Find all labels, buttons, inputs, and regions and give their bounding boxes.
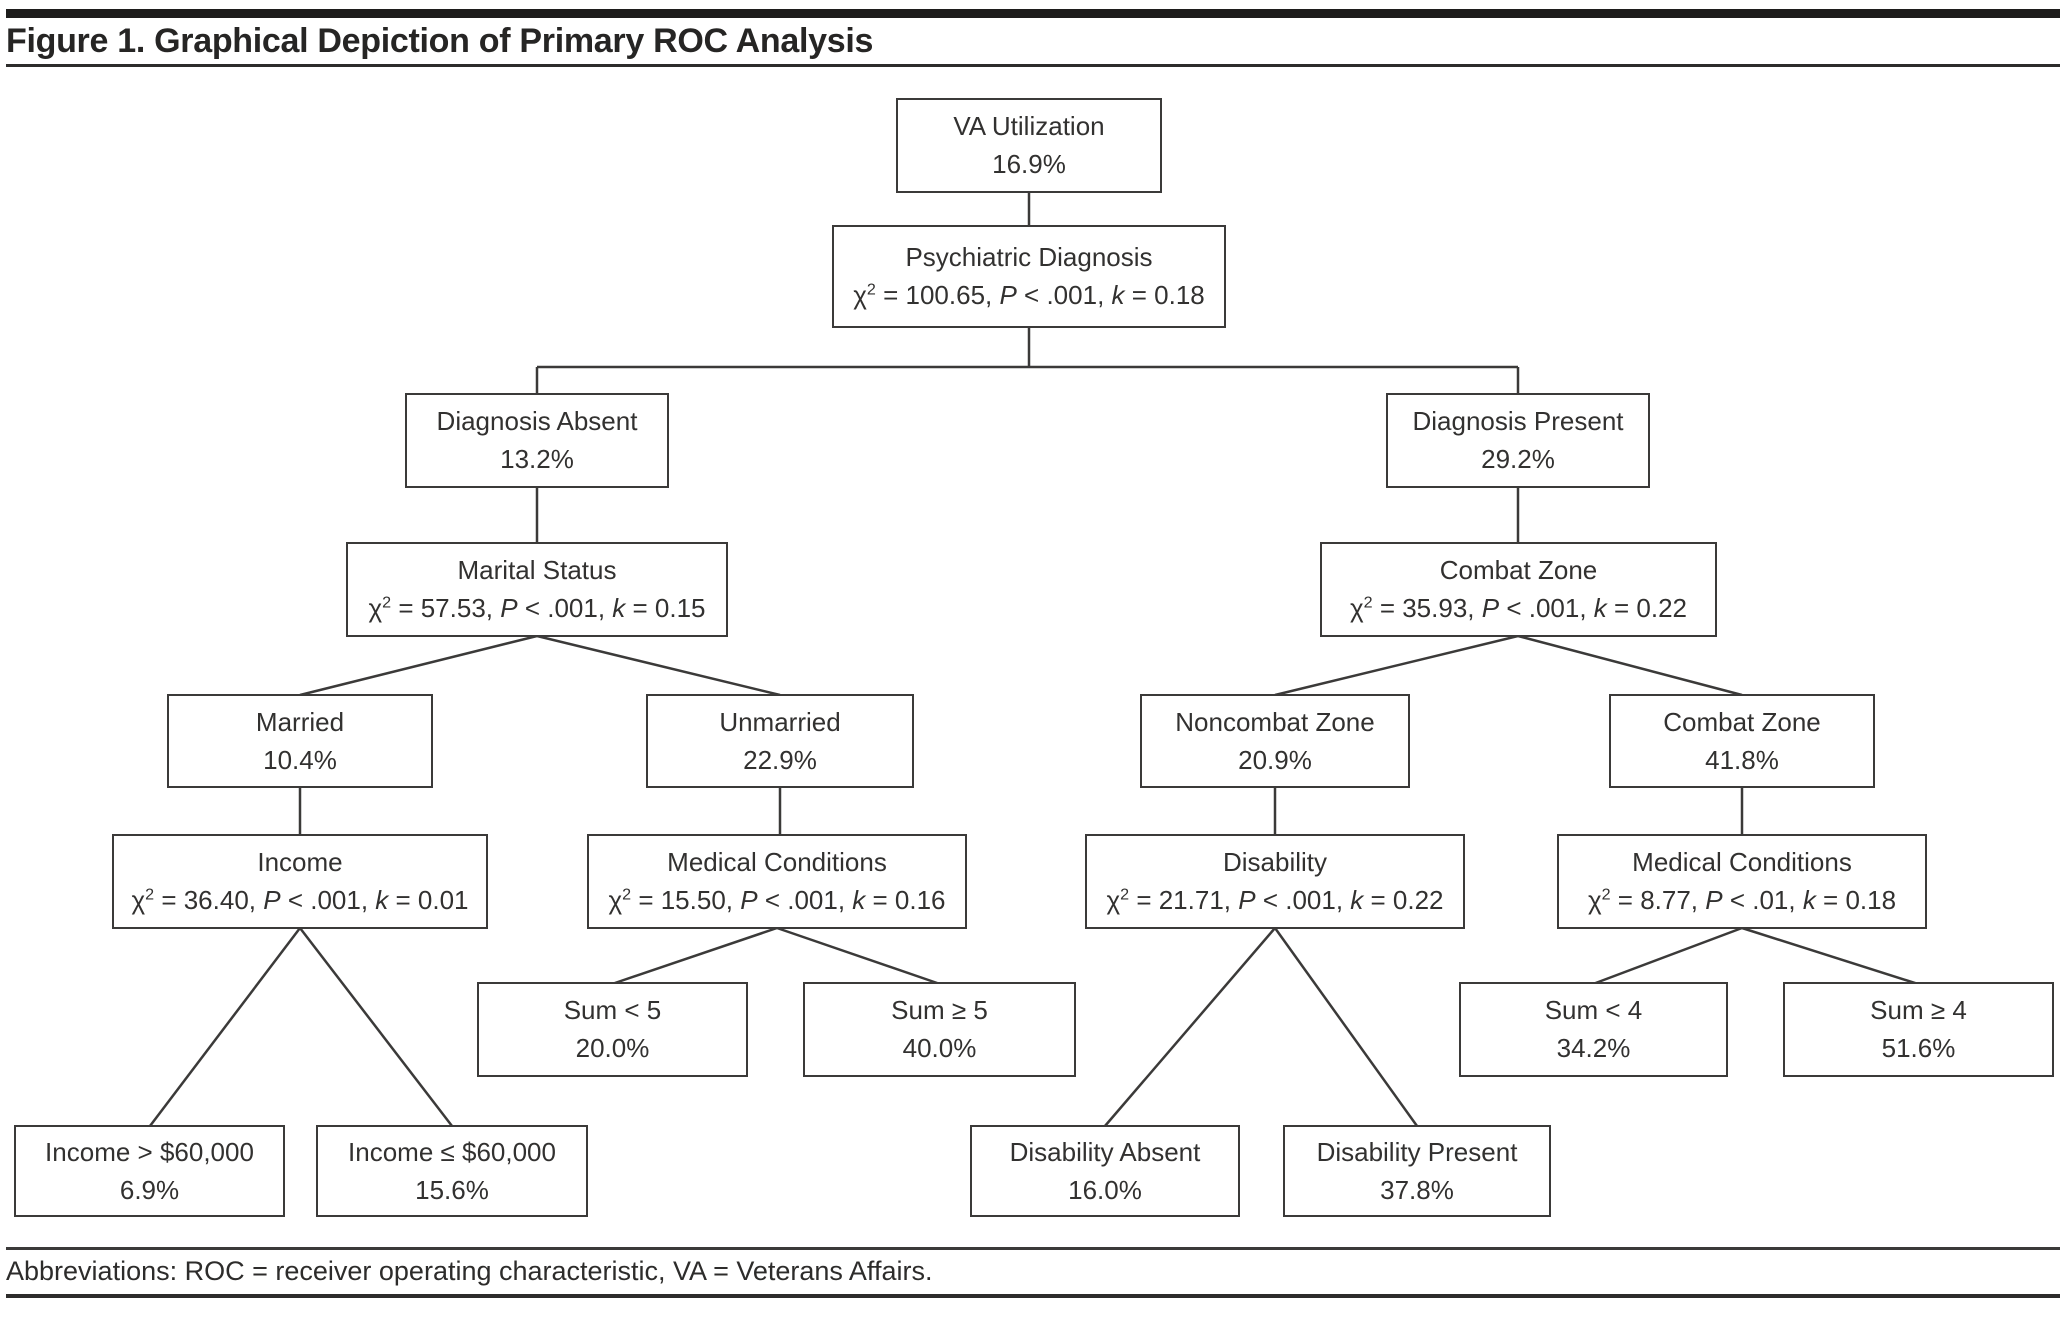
connector-line (1517, 634, 1743, 697)
node-statistics: χ2 = 21.71, P < .001, k = 0.22 (1106, 885, 1444, 915)
node-label: Married (255, 706, 345, 737)
header-top-bar (6, 9, 2060, 18)
title-divider (6, 64, 2060, 67)
node-statistics: χ2 = 15.50, P < .001, k = 0.16 (608, 885, 946, 915)
node-marital-status: Marital Status χ2 = 57.53, P < .001, k =… (346, 542, 728, 637)
node-label: Marital Status (457, 555, 617, 586)
node-sum-lt-4: Sum < 4 34.2% (1459, 982, 1728, 1077)
node-label: Psychiatric Diagnosis (905, 242, 1153, 273)
node-value: 16.0% (1068, 1174, 1142, 1205)
node-sum-ge-4: Sum ≥ 4 51.6% (1783, 982, 2054, 1077)
node-value: 37.8% (1380, 1174, 1454, 1205)
node-statistics: χ2 = 100.65, P < .001, k = 0.18 (853, 280, 1205, 310)
node-combat-zone-split: Combat Zone χ2 = 35.93, P < .001, k = 0.… (1320, 542, 1717, 637)
node-label: Sum < 4 (1544, 995, 1643, 1026)
node-income-gt-60000: Income > $60,000 6.9% (14, 1125, 285, 1217)
node-label: Diagnosis Absent (436, 406, 638, 437)
node-value: 34.2% (1556, 1033, 1631, 1063)
node-label: Disability Present (1316, 1136, 1518, 1167)
node-label: Sum ≥ 5 (891, 995, 988, 1026)
connector-line (1592, 926, 1743, 986)
node-unmarried: Unmarried 22.9% (646, 694, 914, 788)
node-income-le-60000: Income ≤ $60,000 15.6% (316, 1125, 588, 1217)
node-label: Income > $60,000 (45, 1136, 254, 1167)
node-statistics: χ2 = 35.93, P < .001, k = 0.22 (1349, 593, 1688, 623)
node-value: 10.4% (263, 744, 337, 775)
node-label: Medical Conditions (667, 847, 887, 878)
node-diagnosis-absent: Diagnosis Absent 13.2% (405, 393, 669, 488)
node-combat-zone: Combat Zone 41.8% (1609, 694, 1875, 788)
node-medical-conditions-right: Medical Conditions χ2 = 8.77, P < .01, k… (1557, 834, 1927, 929)
node-disability-absent: Disability Absent 16.0% (970, 1125, 1240, 1217)
node-value: 22.9% (743, 744, 817, 775)
node-label: Income (257, 847, 343, 878)
node-value: 20.0% (575, 1033, 650, 1063)
node-label: Diagnosis Present (1412, 406, 1624, 437)
node-label: Unmarried (719, 706, 841, 737)
node-value: 41.8% (1705, 744, 1779, 775)
node-medical-conditions-left: Medical Conditions χ2 = 15.50, P < .001,… (587, 834, 967, 929)
node-value: 29.2% (1481, 444, 1555, 474)
node-label: Combat Zone (1439, 555, 1598, 586)
node-value: 51.6% (1881, 1033, 1956, 1063)
connector-line (536, 634, 781, 697)
node-label: VA Utilization (953, 111, 1105, 142)
abbreviations-note: Abbreviations: ROC = receiver operating … (6, 1256, 933, 1286)
node-label: Sum < 5 (563, 995, 662, 1026)
node-married: Married 10.4% (167, 694, 433, 788)
node-value: 13.2% (500, 444, 574, 474)
node-va-utilization: VA Utilization 16.9% (896, 98, 1162, 193)
node-income-split: Income χ2 = 36.40, P < .001, k = 0.01 (112, 834, 488, 929)
node-statistics: χ2 = 36.40, P < .001, k = 0.01 (131, 885, 469, 915)
connector-line (299, 927, 453, 1127)
node-sum-ge-5: Sum ≥ 5 40.0% (803, 982, 1076, 1077)
node-label: Income ≤ $60,000 (348, 1136, 556, 1167)
node-noncombat-zone: Noncombat Zone 20.9% (1140, 694, 1410, 788)
node-label: Disability (1222, 847, 1328, 878)
node-sum-lt-5: Sum < 5 20.0% (477, 982, 748, 1077)
node-statistics: χ2 = 8.77, P < .01, k = 0.18 (1587, 885, 1897, 915)
figure-title: Figure 1. Graphical Depiction of Primary… (6, 22, 874, 60)
connector-line (299, 634, 538, 697)
connector-line (776, 926, 941, 986)
connector-line (1741, 926, 1919, 986)
node-value: 40.0% (902, 1033, 977, 1063)
connector-line (149, 927, 301, 1127)
footer-divider-bottom (6, 1294, 2060, 1298)
connector-line (1274, 634, 1519, 697)
footer-divider-top (6, 1247, 2060, 1250)
node-value: 15.6% (415, 1174, 489, 1205)
node-diagnosis-present: Diagnosis Present 29.2% (1386, 393, 1650, 488)
node-disability-split: Disability χ2 = 21.71, P < .001, k = 0.2… (1085, 834, 1465, 929)
node-value: 20.9% (1238, 744, 1312, 775)
node-disability-present: Disability Present 37.8% (1283, 1125, 1551, 1217)
node-value: 6.9% (119, 1174, 180, 1205)
connector-line (1104, 927, 1276, 1127)
node-label: Medical Conditions (1632, 847, 1852, 878)
node-statistics: χ2 = 57.53, P < .001, k = 0.15 (368, 593, 706, 623)
node-value: 16.9% (992, 149, 1066, 179)
node-label: Disability Absent (1009, 1136, 1201, 1167)
node-psychiatric-diagnosis: Psychiatric Diagnosis χ2 = 100.65, P < .… (832, 225, 1226, 328)
node-label: Combat Zone (1663, 706, 1821, 737)
connector-line (611, 926, 778, 986)
connector-line (1273, 927, 1419, 1127)
node-label: Noncombat Zone (1175, 706, 1375, 737)
node-label: Sum ≥ 4 (1870, 995, 1967, 1026)
